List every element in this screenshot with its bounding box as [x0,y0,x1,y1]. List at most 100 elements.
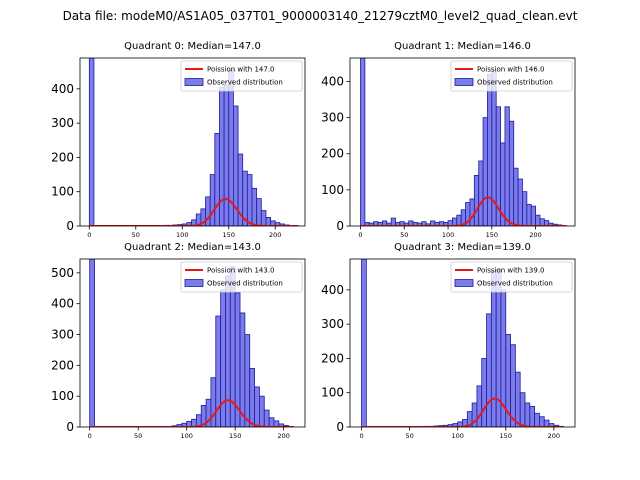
y-tick-label: 400 [321,74,344,88]
legend-box [450,60,573,92]
legend: Poission with 143.0 Observed distribution [180,261,303,293]
histogram-bar [529,406,536,427]
histogram-bar [214,133,220,226]
legend-box [180,60,303,92]
histogram-bar [476,385,483,427]
legend-bar-swatch [184,279,204,287]
histogram-bar [259,395,265,427]
histogram-bar [210,377,217,427]
y-tick-label: 200 [51,150,74,164]
y-tick-label: 100 [321,183,344,197]
histogram-bar [88,58,95,226]
histogram-bar [478,160,484,226]
legend-bar-swatch [454,279,474,287]
x-tick-label: 150 [223,231,235,239]
histogram-bar [530,205,537,226]
histogram-bar [534,412,540,427]
x-tick-label: 100 [180,432,192,440]
histogram-bar [249,368,255,427]
histogram-bar [539,218,545,226]
histogram-bar [486,313,492,427]
histogram-bar [251,187,258,226]
histogram-bar [514,371,521,427]
x-tick-label: 100 [442,231,454,239]
legend-hist-label: Observed distribution [207,280,283,288]
y-tick-label: 0 [66,420,74,434]
histogram-bar [473,175,480,226]
histogram-bar [522,191,528,226]
x-tick-label: 150 [500,432,512,440]
x-tick-label: 0 [87,231,91,239]
histogram-bar [220,289,226,427]
x-tick-label: 50 [134,432,142,440]
histogram-bar [205,196,211,226]
y-tick-label: 0 [66,219,74,233]
histogram-bar [526,203,532,226]
legend-fit-label: Poission with 147.0 [207,66,275,74]
histogram-bar [265,217,272,226]
y-tick-label: 300 [321,111,344,125]
histogram-bar [360,58,366,226]
histogram-bar [223,85,230,226]
panel-title: Quadrant 0: Median=147.0 [124,41,261,52]
axes-frame [349,57,576,227]
histogram-bar [254,386,260,427]
legend-fit-label: Poission with 146.0 [477,66,545,74]
x-tick-label: 200 [529,231,541,239]
legend: Poission with 146.0 Observed distribution [450,60,573,92]
histogram-bar [256,198,262,226]
y-tick-label: 300 [321,317,344,331]
x-tick-label: 0 [359,432,363,440]
histogram-bar [543,419,550,427]
y-tick-label: 100 [51,185,74,199]
legend-bar-swatch [184,78,204,86]
histogram-bar [482,117,488,226]
x-tick-label: 50 [132,231,140,239]
y-tick-label: 500 [51,266,74,280]
histogram-bar [209,174,216,226]
y-tick-label: 100 [51,389,74,403]
quadrant-3-panel: 0 100 200 300 400 0 50 100 150 200 Quadrant 3: Med… [321,242,576,440]
histogram-bar [539,416,545,427]
panel-title: Quadrant 2: Median=143.0 [124,242,261,253]
y-tick-label: 100 [321,386,344,400]
axes-frame [79,258,306,428]
histogram-bar [239,312,246,427]
histogram-bar [268,417,275,427]
y-tick-label: 200 [51,358,74,372]
histogram-bar [89,259,95,427]
y-tick-label: 400 [321,283,344,297]
quadrant-1-panel: 0 100 200 300 400 0 50 100 150 200 Quadrant 1: Med… [321,41,576,239]
x-tick-label: 200 [277,432,289,440]
figure-title: Data file: modeM0/AS1A05_037T01_90000031… [63,9,578,23]
legend-fit-label: Poission with 143.0 [207,267,275,275]
histogram-bar [495,268,502,427]
legend-hist-label: Observed distribution [207,79,283,87]
histogram-bar [508,120,515,226]
histogram-bar [244,334,251,427]
legend-bar-swatch [454,78,474,86]
x-tick-label: 0 [358,231,362,239]
y-tick-label: 300 [51,116,74,130]
histogram-bar [487,73,493,226]
histogram-bar [219,86,225,226]
x-tick-label: 100 [451,432,463,440]
histogram-bar [490,270,497,427]
histogram-bar [390,217,396,226]
y-tick-label: 0 [336,219,344,233]
y-tick-label: 0 [336,420,344,434]
x-tick-label: 50 [405,432,413,440]
axes-frame [349,258,576,428]
y-tick-label: 400 [51,82,74,96]
x-tick-label: 150 [486,231,498,239]
y-tick-label: 400 [51,297,74,311]
x-tick-label: 200 [548,432,560,440]
x-tick-label: 0 [88,432,92,440]
quadrant-0-panel: 0 100 200 300 400 0 50 100 150 200 Quadrant 0: Med… [51,41,306,239]
legend-box [180,261,303,293]
histogram-bar [513,167,519,226]
histogram-bar [517,178,523,226]
legend-hist-label: Observed distribution [477,280,553,288]
histogram-bar [510,344,516,427]
